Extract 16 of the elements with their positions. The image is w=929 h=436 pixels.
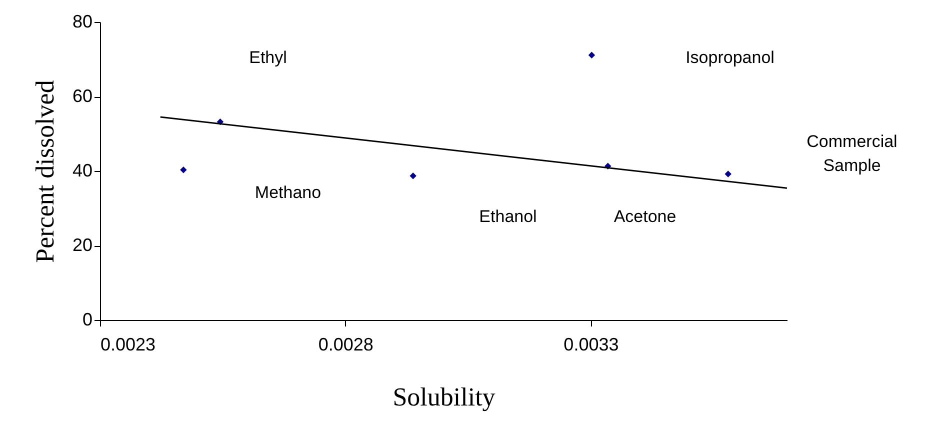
y-tick-label: 80	[72, 12, 92, 32]
y-tick-label: 0	[82, 310, 92, 330]
annotation: Acetone	[614, 207, 676, 226]
annotation: Methano	[254, 183, 322, 202]
y-tick-label: 60	[72, 86, 92, 106]
annotation: Ethyl	[249, 48, 287, 67]
x-axis-title: Solubility	[392, 382, 496, 412]
x-tick-label: 0.0033	[564, 334, 619, 354]
y-tick-label: 40	[72, 160, 92, 180]
x-tick-label: 0.0023	[100, 334, 156, 354]
annotation: Ethanol	[479, 207, 537, 226]
y-axis-title: Percent dissolved	[30, 80, 60, 263]
annotation: Isopropanol	[686, 48, 774, 67]
y-tick-label: 20	[72, 235, 92, 255]
x-tick-label: 0.0028	[318, 334, 374, 354]
text: Commercial Sample	[806, 132, 898, 175]
